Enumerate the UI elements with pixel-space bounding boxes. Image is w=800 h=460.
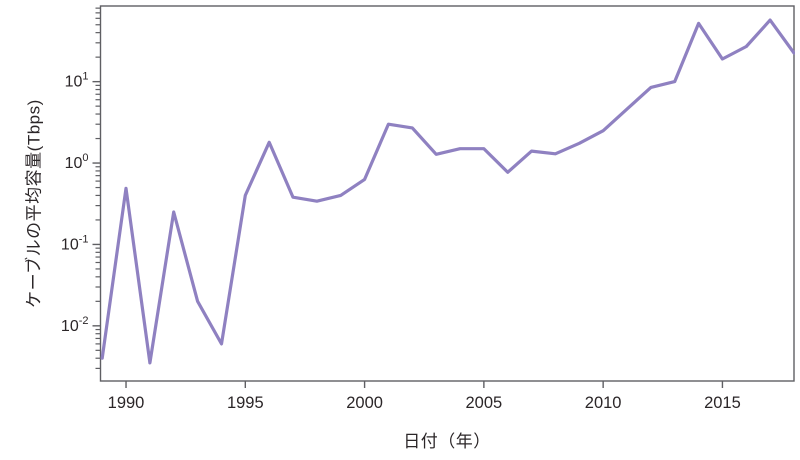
x-tick-label: 1995 — [227, 394, 264, 412]
capacity-data-line — [100, 18, 795, 365]
y-tick-label: 101 — [65, 71, 89, 91]
y-tick-label: 10-1 — [61, 233, 89, 253]
x-tick-label: 2010 — [585, 394, 622, 412]
y-tick-label: 10-2 — [61, 315, 89, 335]
x-tick-label: 2015 — [704, 394, 741, 412]
x-tick-label: 2005 — [466, 394, 503, 412]
x-tick-label: 2000 — [346, 394, 383, 412]
plot-border — [99, 5, 795, 382]
x-tick-label: 1990 — [108, 394, 145, 412]
x-axis-label: 日付（年） — [403, 432, 491, 451]
y-tick-label: 100 — [65, 152, 89, 172]
y-axis-label: ケーブルの平均容量(Tbps) — [24, 99, 44, 308]
